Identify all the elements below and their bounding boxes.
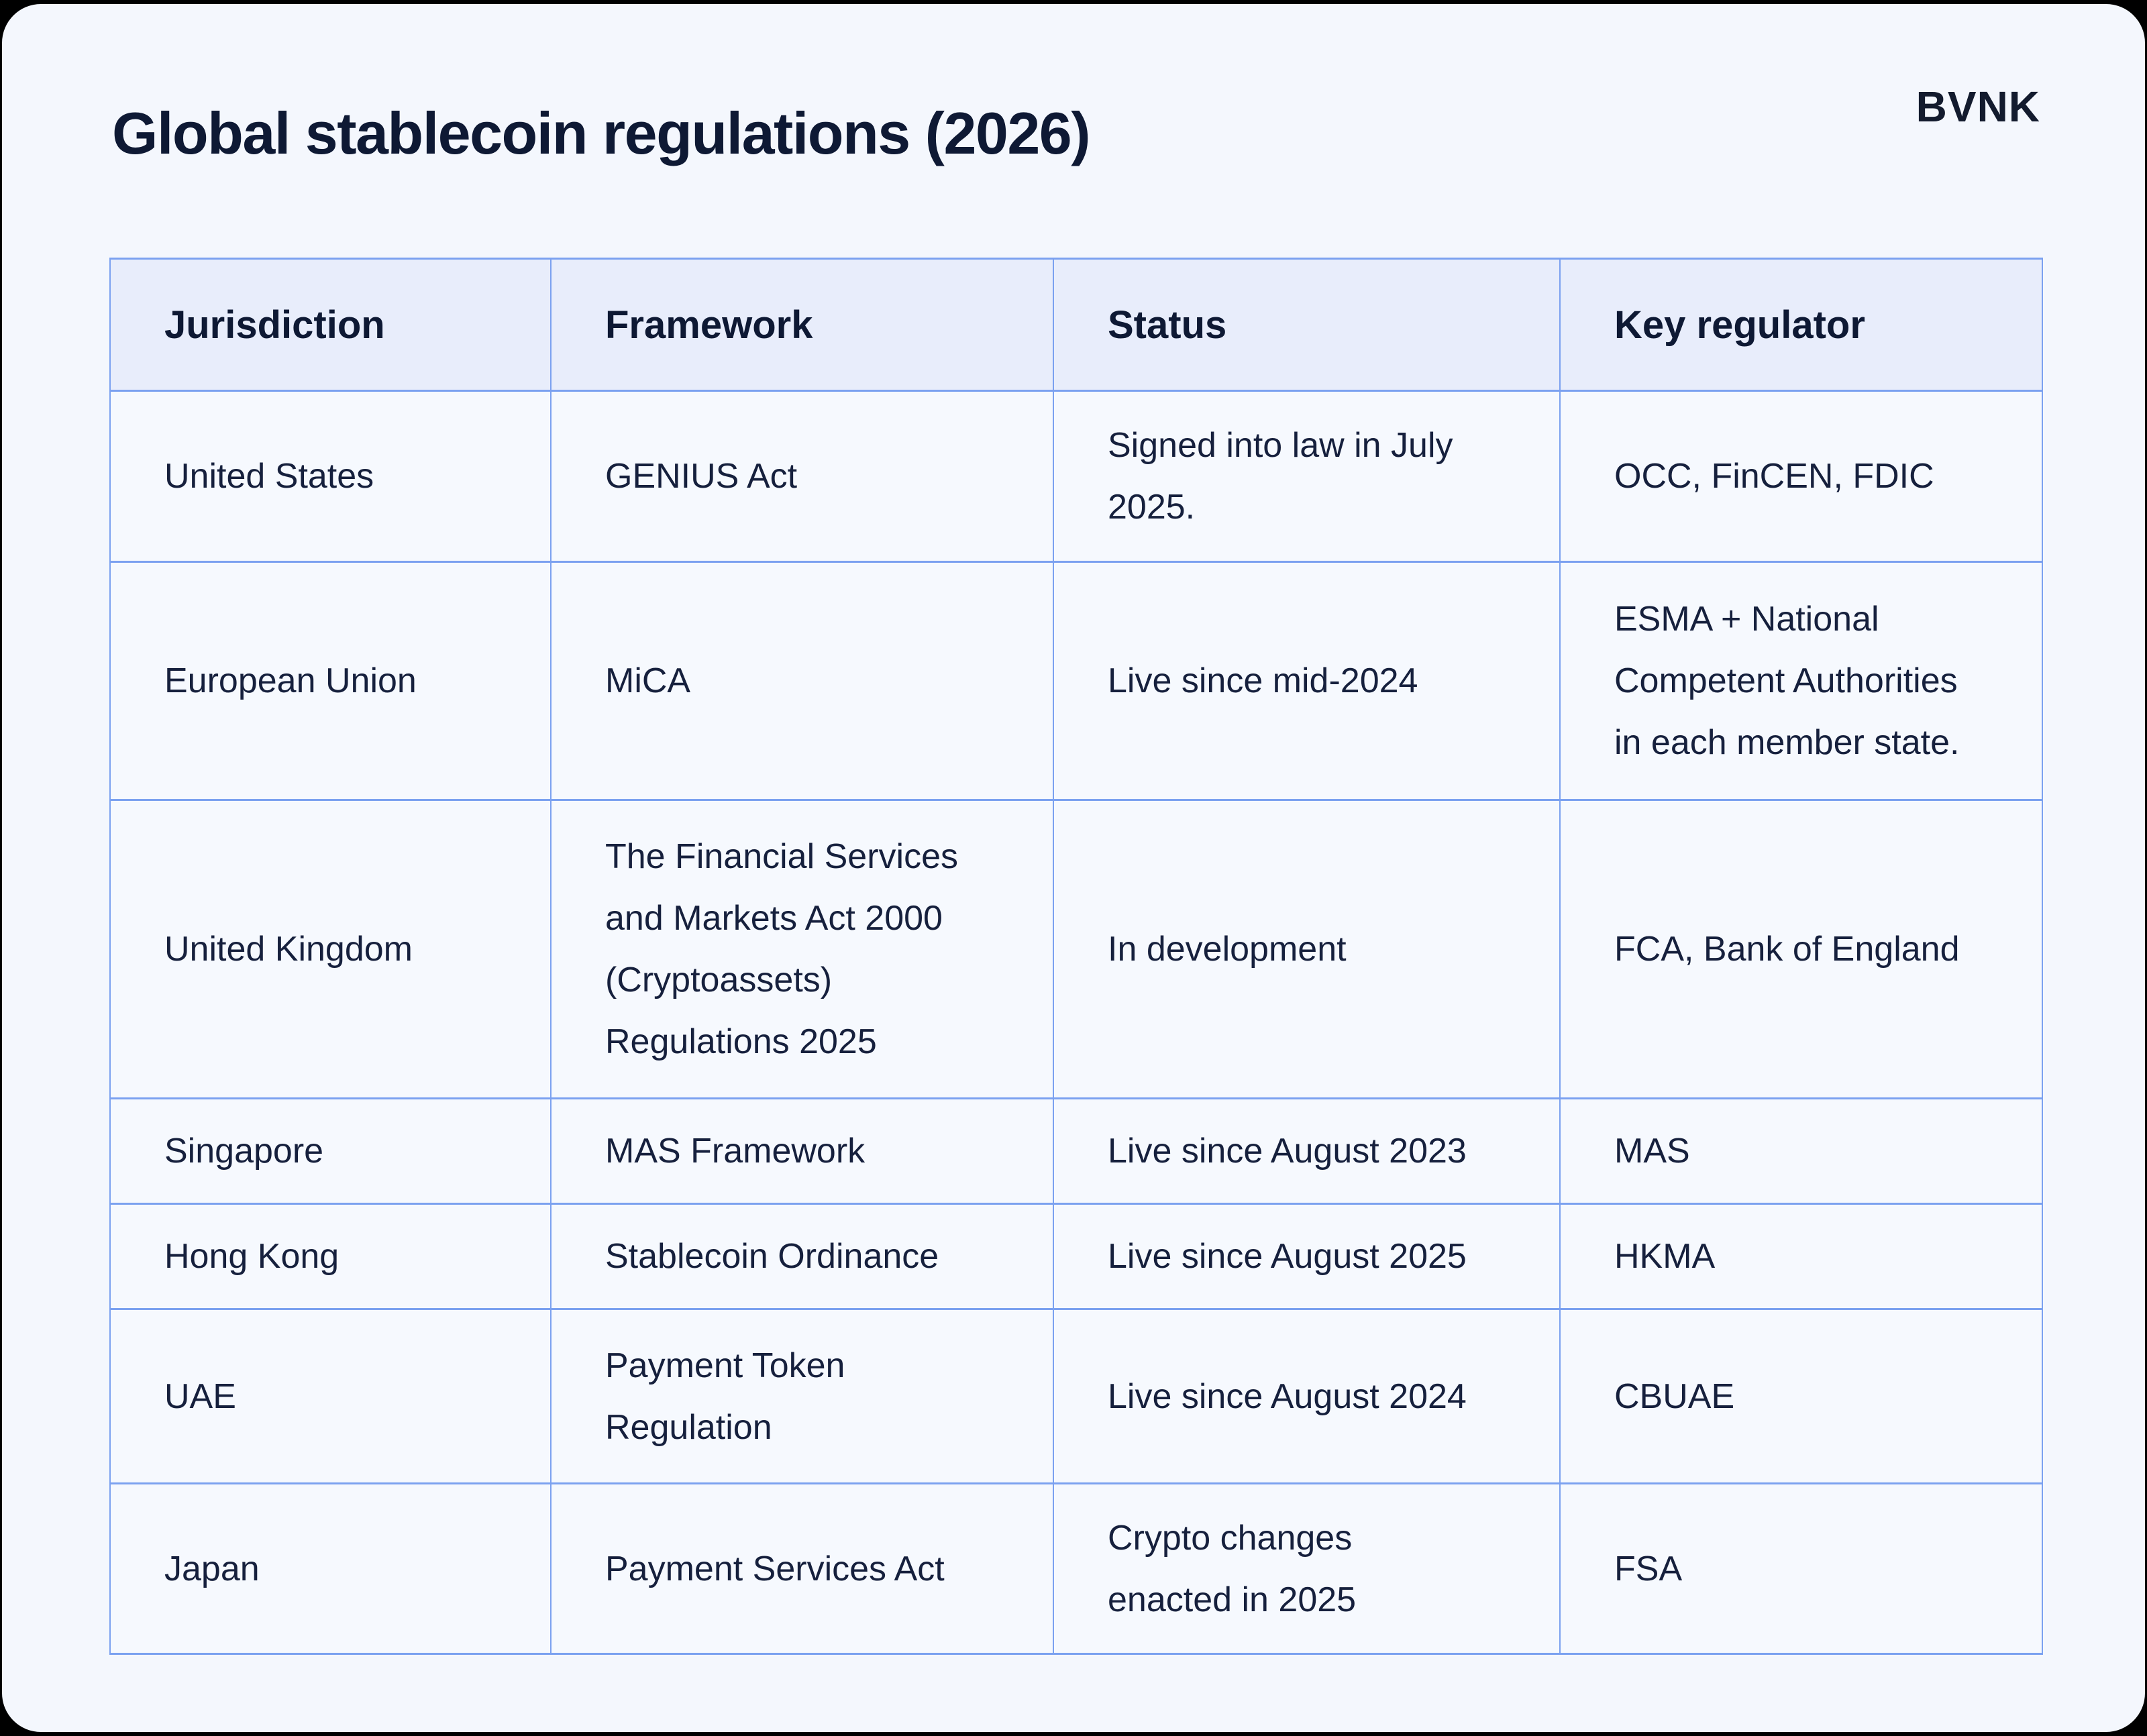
cell-jurisdiction: United States — [109, 390, 552, 563]
table-header-row: Jurisdiction Framework Status Key regula… — [109, 258, 2043, 392]
cell-regulator: ESMA + National Competent Authorities in… — [1559, 561, 2043, 801]
cell-status: Live since August 2023 — [1053, 1097, 1561, 1205]
cell-jurisdiction: UAE — [109, 1308, 552, 1484]
cell-regulator: CBUAE — [1559, 1308, 2043, 1484]
cell-framework: MAS Framework — [550, 1097, 1054, 1205]
infographic-card: Global stablecoin regulations (2026) BVN… — [2, 4, 2145, 1732]
cell-jurisdiction: Japan — [109, 1482, 552, 1655]
cell-framework: The Financial Services and Markets Act 2… — [550, 799, 1054, 1099]
table-row-united-states: United States GENIUS Act Signed into law… — [109, 390, 2043, 563]
cell-status: Signed into law in July 2025. — [1053, 390, 1561, 563]
regulations-table: Jurisdiction Framework Status Key regula… — [109, 258, 2043, 1655]
table-row-uae: UAE Payment Token Regulation Live since … — [109, 1308, 2043, 1484]
cell-regulator: HKMA — [1559, 1203, 2043, 1310]
cell-regulator: FSA — [1559, 1482, 2043, 1655]
cell-status: Live since mid-2024 — [1053, 561, 1561, 801]
cell-status: Live since August 2025 — [1053, 1203, 1561, 1310]
table-row-japan: Japan Payment Services Act Crypto change… — [109, 1482, 2043, 1655]
cell-framework: MiCA — [550, 561, 1054, 801]
column-header-status: Status — [1053, 258, 1561, 392]
cell-framework: GENIUS Act — [550, 390, 1054, 563]
cell-framework: Stablecoin Ordinance — [550, 1203, 1054, 1310]
cell-framework: Payment Services Act — [550, 1482, 1054, 1655]
cell-jurisdiction: Singapore — [109, 1097, 552, 1205]
page-title: Global stablecoin regulations (2026) — [112, 100, 1091, 166]
table-row-hong-kong: Hong Kong Stablecoin Ordinance Live sinc… — [109, 1203, 2043, 1310]
column-header-framework: Framework — [550, 258, 1054, 392]
cell-regulator: OCC, FinCEN, FDIC — [1559, 390, 2043, 563]
bvnk-logo: BVNK — [1916, 83, 2040, 131]
cell-jurisdiction: European Union — [109, 561, 552, 801]
cell-jurisdiction: United Kingdom — [109, 799, 552, 1099]
cell-status: Live since August 2024 — [1053, 1308, 1561, 1484]
cell-regulator: MAS — [1559, 1097, 2043, 1205]
cell-status: In development — [1053, 799, 1561, 1099]
table-row-united-kingdom: United Kingdom The Financial Services an… — [109, 799, 2043, 1099]
cell-status: Crypto changes enacted in 2025 — [1053, 1482, 1561, 1655]
table-row-singapore: Singapore MAS Framework Live since Augus… — [109, 1097, 2043, 1205]
column-header-jurisdiction: Jurisdiction — [109, 258, 552, 392]
column-header-key-regulator: Key regulator — [1559, 258, 2043, 392]
cell-regulator: FCA, Bank of England — [1559, 799, 2043, 1099]
cell-jurisdiction: Hong Kong — [109, 1203, 552, 1310]
table-row-european-union: European Union MiCA Live since mid-2024 … — [109, 561, 2043, 801]
cell-framework: Payment Token Regulation — [550, 1308, 1054, 1484]
